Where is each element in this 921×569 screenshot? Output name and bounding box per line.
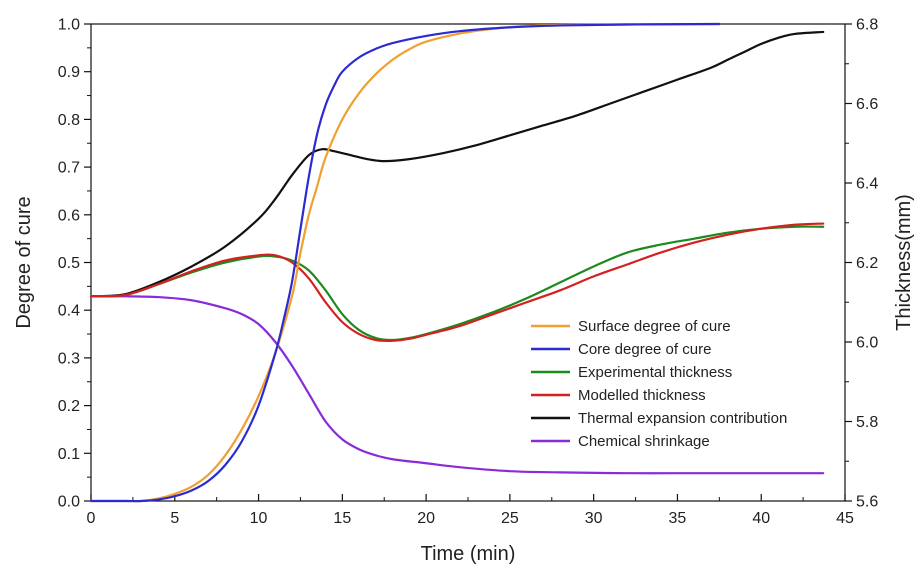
legend-label: Experimental thickness [578, 364, 732, 381]
series-line-thermal-expansion-contribution [89, 30, 825, 298]
y-axis-right-title: Thickness(mm) [893, 194, 915, 331]
y-left-tick-label: 0.9 [58, 64, 80, 81]
legend-item-core-degree-of-cure: Core degree of cure [531, 341, 711, 358]
legend-label: Thermal expansion contribution [578, 410, 787, 427]
y-right-tick-label: 6.0 [856, 335, 878, 352]
y-left-tick-label: 0.6 [58, 207, 80, 224]
axis-tick-labels: 0 5 10 15 20 25 30 35 40 45 0.0 0.1 0.2 0.3 0.4 0.5 0.6 0… [58, 17, 879, 528]
y-right-tick-label: 6.4 [856, 176, 878, 193]
plot-frame [90, 23, 846, 502]
x-tick-label: 5 [170, 510, 179, 527]
series-line-modelled-thickness [89, 222, 825, 343]
y-left-tick-label: 0.7 [58, 160, 80, 177]
legend-item-experimental-thickness: Experimental thickness [531, 364, 732, 381]
legend-item-surface-degree-of-cure: Surface degree of cure [531, 318, 731, 335]
y-left-tick-label: 0.8 [58, 112, 80, 129]
x-tick-label: 45 [836, 510, 854, 527]
series-line-surface-degree-of-cure [89, 22, 721, 503]
y-axis-left-title: Degree of cure [13, 196, 35, 328]
legend-item-chemical-shrinkage: Chemical shrinkage [531, 433, 710, 450]
plot-area-border [90, 23, 846, 502]
y-right-tick-label: 5.6 [856, 494, 878, 511]
x-axis-title: Time (min) [421, 543, 516, 565]
legend: Surface degree of cure Core degree of cur… [531, 318, 787, 450]
legend-label: Modelled thickness [578, 387, 706, 404]
x-tick-label: 0 [87, 510, 96, 527]
legend-label: Chemical shrinkage [578, 433, 710, 450]
x-tick-label: 40 [752, 510, 770, 527]
y-left-tick-label: 0.0 [58, 494, 80, 511]
y-left-tick-label: 0.1 [58, 446, 80, 463]
x-tick-label: 10 [250, 510, 268, 527]
x-tick-label: 30 [585, 510, 603, 527]
legend-label: Core degree of cure [578, 341, 711, 358]
legend-label: Surface degree of cure [578, 318, 731, 335]
y-left-tick-label: 0.4 [58, 303, 80, 320]
x-tick-label: 20 [417, 510, 435, 527]
series-line-chemical-shrinkage [89, 295, 825, 475]
y-left-tick-label: 0.5 [58, 255, 80, 272]
series-lines [89, 22, 825, 503]
y-left-tick-label: 0.3 [58, 350, 80, 367]
x-tick-label: 25 [501, 510, 519, 527]
axis-ticks [84, 23, 852, 502]
series-line-core-degree-of-cure [89, 22, 721, 503]
y-right-tick-label: 5.8 [856, 414, 878, 431]
legend-item-thermal-expansion-contribution: Thermal expansion contribution [531, 410, 787, 427]
y-left-tick-label: 0.2 [58, 398, 80, 415]
y-right-tick-label: 6.2 [856, 255, 878, 272]
legend-item-modelled-thickness: Modelled thickness [531, 387, 706, 404]
y-right-tick-label: 6.6 [856, 96, 878, 113]
x-tick-label: 15 [333, 510, 351, 527]
y-left-tick-label: 1.0 [58, 17, 80, 34]
x-tick-label: 35 [669, 510, 687, 527]
y-right-tick-label: 6.8 [856, 17, 878, 34]
